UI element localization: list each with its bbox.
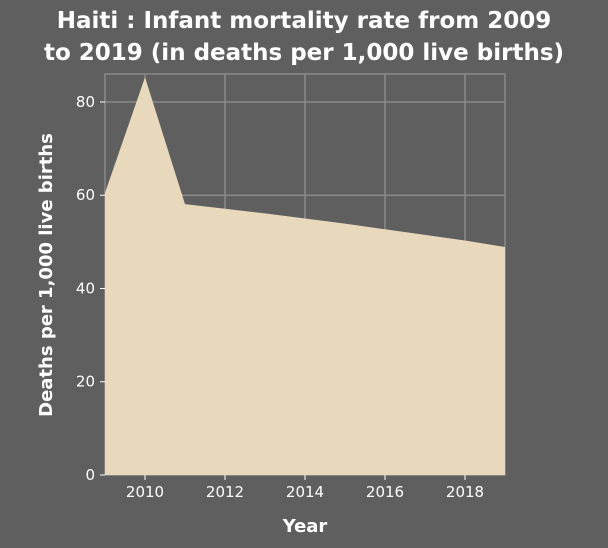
data-point	[383, 227, 387, 231]
y-tick-label: 20	[76, 373, 95, 391]
x-tick-label: 2012	[206, 483, 244, 501]
data-point	[143, 75, 147, 79]
data-point	[463, 238, 467, 242]
data-point	[263, 211, 267, 215]
data-point	[183, 202, 187, 206]
y-axis-label: Deaths per 1,000 live births	[36, 133, 57, 417]
data-point	[303, 217, 307, 221]
x-tick-label: 2010	[126, 483, 164, 501]
y-tick-label: 40	[76, 279, 95, 297]
chart-title-line-2: to 2019 (in deaths per 1,000 live births…	[44, 40, 564, 66]
data-point	[503, 245, 507, 249]
chart-title-line-1: Haiti : Infant mortality rate from 2009	[57, 8, 552, 34]
data-point	[343, 222, 347, 226]
plot-area	[103, 75, 507, 476]
y-tick-label: 60	[76, 186, 95, 204]
data-point	[223, 207, 227, 211]
area-series	[105, 77, 505, 476]
x-tick-label: 2014	[286, 483, 324, 501]
x-axis-label: Year	[282, 516, 328, 537]
axis-ticks: 2010 2012 2014 2016 2018 0 20 40 60 80	[76, 93, 484, 501]
x-tick-label: 2018	[446, 483, 484, 501]
y-tick-label: 80	[76, 93, 95, 111]
x-tick-label: 2016	[366, 483, 404, 501]
data-point	[423, 233, 427, 237]
data-point	[103, 191, 107, 195]
y-tick-label: 0	[85, 466, 95, 484]
